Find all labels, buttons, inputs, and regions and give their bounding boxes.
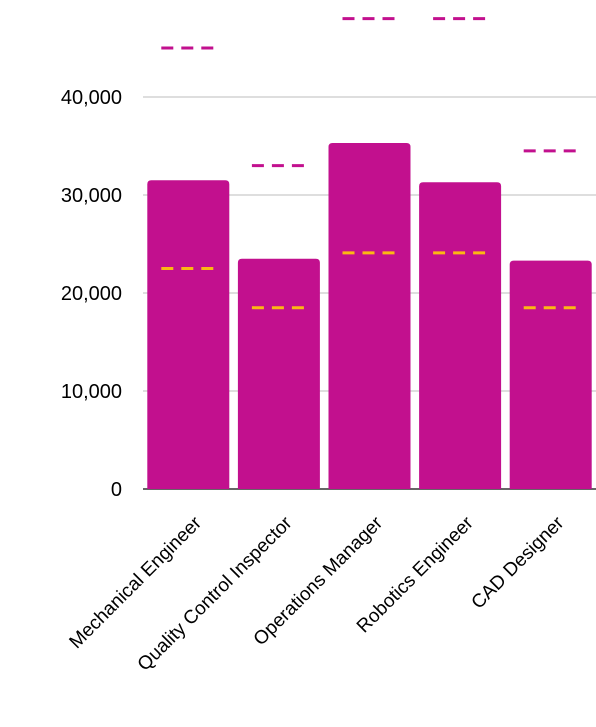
y-tick-label: 40,000 bbox=[61, 87, 122, 109]
target-markers bbox=[161, 17, 578, 310]
bar bbox=[237, 258, 320, 489]
x-tick-label: Quality Control Inspector bbox=[134, 512, 297, 675]
y-tick-label: 10,000 bbox=[61, 381, 122, 403]
x-tick-label: CAD Designer bbox=[468, 512, 569, 613]
bars bbox=[147, 143, 592, 490]
y-tick-label: 0 bbox=[111, 479, 122, 501]
bar bbox=[328, 143, 411, 489]
y-tick-label: 20,000 bbox=[61, 283, 122, 305]
bar bbox=[509, 260, 592, 489]
y-tick-label: 30,000 bbox=[61, 185, 122, 207]
y-axis-ticks: 0 10,000 20,000 30,000 40,000 bbox=[61, 87, 122, 501]
bar bbox=[147, 180, 230, 490]
bar bbox=[419, 182, 502, 489]
